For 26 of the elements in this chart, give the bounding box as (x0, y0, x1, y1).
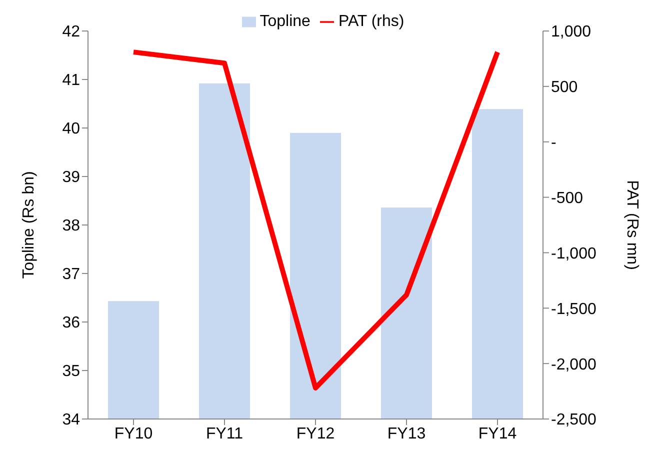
x-tick-label: FY10 (114, 425, 153, 442)
y-axis-title: Topline (Rs bn) (20, 171, 38, 279)
y-tick-label: 34 (62, 412, 80, 429)
legend-label: PAT (rhs) (338, 13, 404, 30)
y-tick-label: 37 (62, 266, 80, 284)
x-tick-label: FY11 (206, 425, 244, 442)
x-tick-label: FY13 (387, 425, 426, 442)
y2-tick-label: -1,500 (551, 300, 596, 318)
y2-tick-label: 1,000 (551, 24, 592, 41)
x-tick-label: FY14 (478, 425, 517, 442)
y2-axis-title: PAT (Rs mn) (623, 180, 640, 270)
y2-tick-label: -2,000 (551, 356, 596, 374)
y-tick-label: 41 (62, 72, 80, 90)
y-tick-label: 38 (62, 218, 80, 235)
legend-label: Topline (260, 13, 310, 30)
y2-tick-label: -1,000 (551, 245, 596, 262)
y-tick-label: 35 (62, 363, 80, 380)
y2-tick-label: - (551, 134, 556, 152)
y2-tick-label: 500 (551, 79, 578, 96)
x-tick-label: FY12 (296, 425, 335, 442)
y-tick-label: 40 (62, 120, 80, 138)
y-tick-label: 42 (62, 24, 80, 41)
y-tick-label: 36 (62, 314, 80, 332)
y2-tick-label: -2,500 (551, 412, 596, 429)
y-tick-label: 39 (62, 169, 80, 186)
y2-tick-label: -500 (551, 190, 584, 207)
